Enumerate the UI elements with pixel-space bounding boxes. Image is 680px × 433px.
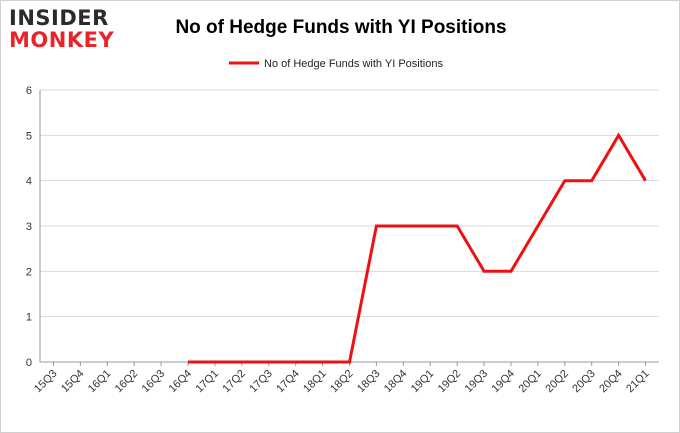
x-tick-label: 19Q2 <box>436 368 464 396</box>
legend-label: No of Hedge Funds with YI Positions <box>264 58 443 70</box>
x-tick-label: 17Q4 <box>274 368 302 396</box>
x-tick-label: 20Q4 <box>597 368 625 396</box>
y-tick-label: 3 <box>26 221 32 233</box>
logo-text-bottom: MONKEY <box>9 28 115 52</box>
y-tick-label: 1 <box>26 312 32 324</box>
x-tick-label: 20Q3 <box>570 368 598 396</box>
axes <box>39 90 659 366</box>
x-tick-label: 15Q4 <box>59 368 87 396</box>
x-tick-label: 19Q3 <box>463 368 491 396</box>
x-tick-label: 16Q3 <box>140 368 168 396</box>
x-tick-label: 19Q4 <box>490 368 518 396</box>
x-tick-label: 18Q4 <box>382 368 410 396</box>
x-tick-label: 19Q1 <box>409 368 437 396</box>
chart-title: No of Hedge Funds with YI Positions <box>175 17 507 38</box>
x-tick-label: 20Q2 <box>543 368 571 396</box>
x-tick-label: 16Q1 <box>86 368 114 396</box>
x-tick-label: 21Q1 <box>624 368 652 396</box>
y-tick-label: 4 <box>26 176 32 188</box>
grid-lines <box>40 89 659 318</box>
x-tick-label: 17Q2 <box>220 368 248 396</box>
y-tick-label: 5 <box>26 130 32 142</box>
x-tick-label: 15Q3 <box>32 368 60 396</box>
x-tick-label: 18Q2 <box>328 368 356 396</box>
x-tick-label: 18Q1 <box>301 368 329 396</box>
x-tick-label: 17Q1 <box>194 368 222 396</box>
x-tick-label: 16Q2 <box>113 368 141 396</box>
logo-text-top: INSIDER <box>9 6 109 30</box>
y-tick-labels: 0 1 2 3 4 5 6 <box>26 85 32 369</box>
series-lines <box>188 132 647 364</box>
y-tick-label: 0 <box>26 357 32 369</box>
insider-monkey-logo: INSIDER MONKEY <box>9 7 129 55</box>
x-tick-label: 18Q3 <box>355 368 383 396</box>
x-tick-label: 20Q1 <box>516 368 544 396</box>
legend: No of Hedge Funds with YI Positions <box>229 58 443 70</box>
x-tick-label: 17Q3 <box>247 368 275 396</box>
series-line-0 <box>188 132 647 364</box>
y-tick-label: 6 <box>26 85 32 97</box>
x-tick-labels: 15Q3 15Q4 16Q1 16Q2 16Q3 16Q4 17Q1 17Q2 17Q3 17Q4… <box>32 368 652 396</box>
y-tick-label: 2 <box>26 266 32 278</box>
x-tick-label: 16Q4 <box>167 368 195 396</box>
